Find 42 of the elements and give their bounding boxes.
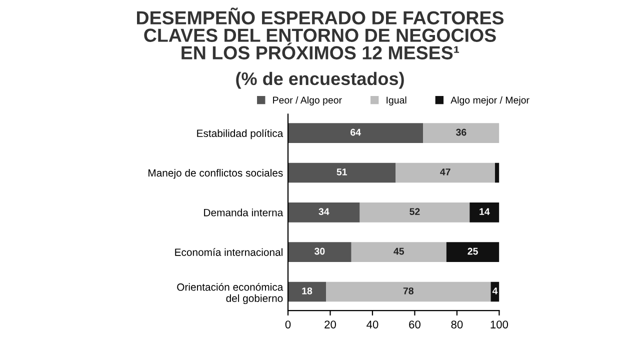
data-label: 36	[456, 128, 466, 136]
x-tick-label: 20	[324, 320, 336, 328]
bar	[423, 123, 500, 143]
bar	[288, 162, 396, 183]
bar	[288, 202, 360, 222]
data-label: 18	[302, 287, 312, 294]
y-tick-label: Demanda interna	[204, 208, 284, 216]
y-tick-label: Manejo de conflictos sociales	[148, 168, 283, 179]
data-label: 30	[314, 248, 325, 255]
data-label: 34	[318, 208, 330, 216]
y-tick-label: Orientación económica del gobierno	[177, 282, 284, 304]
bar	[288, 123, 424, 143]
data-label: 25	[468, 248, 478, 255]
bar	[326, 282, 491, 302]
bar	[351, 242, 446, 262]
data-label: 4	[492, 288, 498, 294]
data-label: 45	[394, 248, 404, 255]
data-label: 47	[440, 168, 450, 176]
y-tick-label: Economía internacional	[175, 248, 282, 256]
bar	[494, 162, 500, 183]
chart-subtitle: (% de encuestados)	[236, 72, 404, 89]
x-tick-label: 40	[366, 320, 378, 328]
data-label: 78	[403, 287, 414, 294]
x-tick-label: 60	[409, 320, 420, 328]
chart-title: DESEMPEÑO ESPERADO DE FACTORES CLAVES DEL ENTORNO DE NEGOCIOS EN LOS PRÓXIMOS 12 MESES¹	[137, 8, 504, 60]
data-label: 52	[410, 208, 420, 216]
data-label: 64	[350, 128, 361, 136]
data-label: 51	[336, 168, 347, 176]
bar	[360, 202, 470, 222]
data-label: 14	[480, 208, 490, 215]
bar	[396, 162, 495, 183]
x-tick-label: 100	[490, 320, 508, 328]
legend-label: Algo mejor / Mejor	[450, 96, 530, 106]
bar	[288, 282, 326, 302]
bar	[470, 202, 500, 222]
y-tick-label: Estabilidad política	[197, 129, 284, 140]
bar	[288, 242, 352, 262]
x-tick-label: 0	[285, 320, 291, 328]
legend-label: Peor / Algo peor	[273, 96, 342, 106]
legend-label: Igual	[386, 96, 406, 106]
bar	[446, 242, 500, 262]
x-tick-label: 80	[451, 320, 463, 328]
